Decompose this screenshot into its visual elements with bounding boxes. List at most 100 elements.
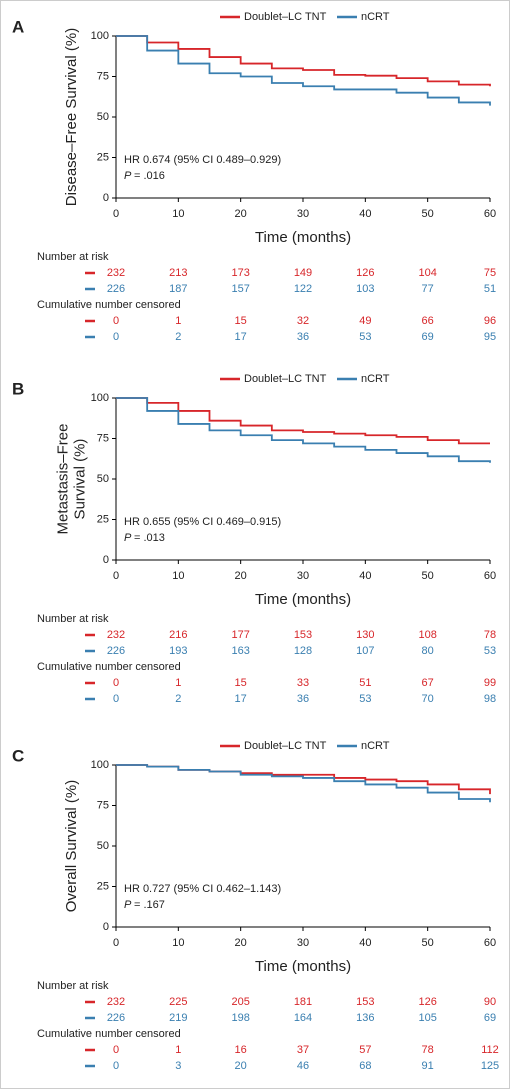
table-value: 37 <box>297 1044 309 1056</box>
table-value: 68 <box>359 1060 371 1072</box>
table-value: 66 <box>422 315 434 327</box>
table-value: 198 <box>231 1012 249 1024</box>
x-tick-label: 10 <box>172 570 184 582</box>
survival-curve <box>116 764 491 803</box>
y-tick-label: 50 <box>97 840 109 852</box>
table-value: 33 <box>297 677 309 689</box>
x-axis-label: Time (months) <box>255 958 351 975</box>
table-value: 149 <box>294 267 312 279</box>
table-value: 1 <box>175 315 181 327</box>
y-tick-label: 50 <box>97 111 109 123</box>
p-value: = .013 <box>134 532 165 544</box>
table-title: Cumulative number censored <box>37 1028 181 1040</box>
table-value: 67 <box>422 677 434 689</box>
table-value: 53 <box>359 331 371 343</box>
table-value: 57 <box>359 1044 371 1056</box>
table-title: Number at risk <box>37 980 109 992</box>
table-value: 1 <box>175 1044 181 1056</box>
table-value: 91 <box>422 1060 434 1072</box>
table-value: 112 <box>481 1044 499 1056</box>
y-tick-label: 25 <box>97 151 109 163</box>
table-value: 225 <box>169 996 187 1008</box>
survival-curve <box>116 397 490 445</box>
table-value: 187 <box>169 283 187 295</box>
x-tick-label: 60 <box>484 937 496 949</box>
table-value: 51 <box>359 677 371 689</box>
table-value: 213 <box>169 267 187 279</box>
table-value: 153 <box>294 629 312 641</box>
x-tick-label: 10 <box>172 937 184 949</box>
table-value: 216 <box>169 629 187 641</box>
table-value: 0 <box>113 693 119 705</box>
x-tick-label: 20 <box>235 937 247 949</box>
table-value: 75 <box>484 267 496 279</box>
table-value: 3 <box>175 1060 181 1072</box>
y-tick-label: 25 <box>97 513 109 525</box>
table-value: 232 <box>107 267 125 279</box>
y-axis-label: Overall Survival (%) <box>63 780 80 913</box>
table-title: Number at risk <box>37 251 109 263</box>
table-value: 77 <box>422 283 434 295</box>
legend-label: Doublet–LC TNT <box>244 373 327 385</box>
table-value: 69 <box>484 1012 496 1024</box>
panel-label: B <box>12 379 24 398</box>
table-value: 95 <box>484 331 496 343</box>
table-value: 0 <box>113 331 119 343</box>
legend-label: nCRT <box>361 11 390 23</box>
x-tick-label: 50 <box>422 570 434 582</box>
table-value: 53 <box>484 645 496 657</box>
table-value: 126 <box>356 267 374 279</box>
table-value: 90 <box>484 996 496 1008</box>
p-value: = .167 <box>134 899 165 911</box>
panel-label: C <box>12 746 24 765</box>
table-value: 232 <box>107 996 125 1008</box>
table-title: Cumulative number censored <box>37 299 181 311</box>
table-value: 0 <box>113 1044 119 1056</box>
table-value: 105 <box>418 1012 436 1024</box>
table-value: 125 <box>481 1060 499 1072</box>
x-tick-label: 20 <box>235 208 247 220</box>
table-value: 36 <box>297 693 309 705</box>
table-value: 2 <box>175 331 181 343</box>
table-value: 17 <box>235 693 247 705</box>
y-axis-label: Survival (%) <box>71 439 88 520</box>
table-value: 226 <box>107 1012 125 1024</box>
panel-label: A <box>12 17 24 36</box>
y-tick-label: 75 <box>97 799 109 811</box>
table-value: 53 <box>359 693 371 705</box>
table-value: 1 <box>175 677 181 689</box>
y-tick-label: 50 <box>97 473 109 485</box>
legend-label: nCRT <box>361 740 390 752</box>
table-value: 164 <box>294 1012 312 1024</box>
x-tick-label: 50 <box>422 208 434 220</box>
table-value: 226 <box>107 645 125 657</box>
table-value: 193 <box>169 645 187 657</box>
table-value: 99 <box>484 677 496 689</box>
x-tick-label: 40 <box>359 937 371 949</box>
p-label: P <box>124 899 132 911</box>
table-value: 0 <box>113 677 119 689</box>
x-tick-label: 0 <box>113 570 119 582</box>
p-label: P <box>124 532 132 544</box>
y-tick-label: 0 <box>103 921 109 933</box>
table-value: 32 <box>297 315 309 327</box>
table-value: 80 <box>422 645 434 657</box>
table-value: 78 <box>484 629 496 641</box>
x-tick-label: 40 <box>359 570 371 582</box>
table-value: 163 <box>231 645 249 657</box>
table-value: 0 <box>113 1060 119 1072</box>
legend-label: Doublet–LC TNT <box>244 740 327 752</box>
y-tick-label: 100 <box>91 392 109 404</box>
table-value: 15 <box>235 677 247 689</box>
x-tick-label: 40 <box>359 208 371 220</box>
table-title: Cumulative number censored <box>37 661 181 673</box>
x-tick-label: 0 <box>113 937 119 949</box>
table-value: 153 <box>356 996 374 1008</box>
y-tick-label: 75 <box>97 70 109 82</box>
table-value: 96 <box>484 315 496 327</box>
table-value: 226 <box>107 283 125 295</box>
y-axis-label: Metastasis–Free <box>54 424 71 535</box>
y-axis-label: Disease–Free Survival (%) <box>63 28 80 206</box>
